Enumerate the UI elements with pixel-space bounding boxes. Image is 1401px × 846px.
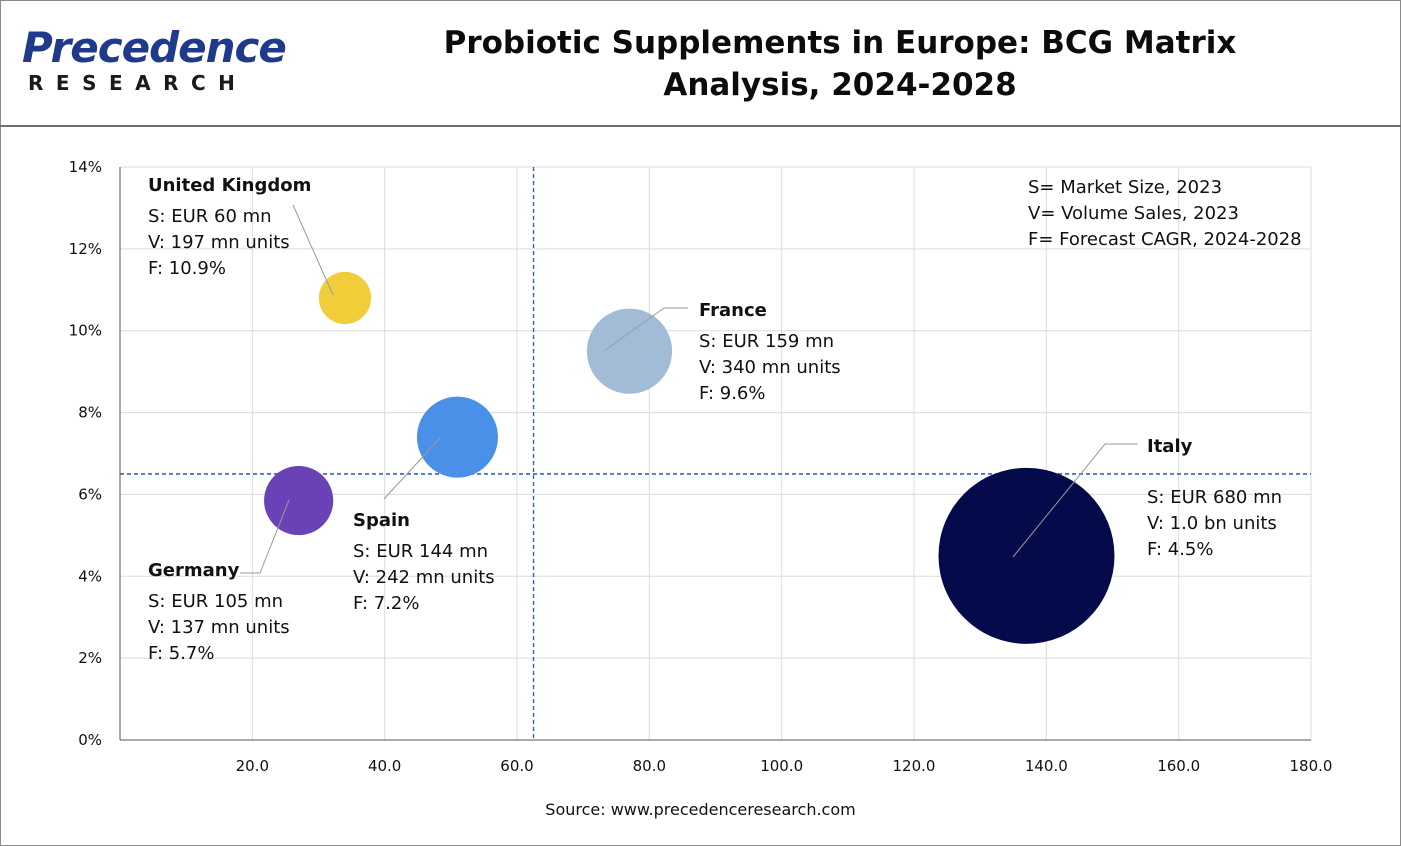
- legend-line: F= Forecast CAGR, 2024-2028: [1028, 229, 1302, 250]
- bubbles: [264, 271, 1115, 644]
- x-tick-label: 80.0: [633, 757, 666, 775]
- brand-name: Precedence: [22, 23, 287, 72]
- label-line-france: S: EUR 159 mn: [699, 331, 834, 352]
- bubble-spain: [416, 396, 498, 478]
- label-name-united-kingdom: United Kingdom: [148, 175, 311, 196]
- label-line-united-kingdom: F: 10.9%: [148, 258, 226, 279]
- chart-title: Probiotic Supplements in Europe: BCG Mat…: [443, 25, 1237, 103]
- x-tick-label: 160.0: [1157, 757, 1200, 775]
- label-line-united-kingdom: V: 197 mn units: [148, 232, 290, 253]
- label-line-france: V: 340 mn units: [699, 357, 841, 378]
- legend-line: V= Volume Sales, 2023: [1028, 203, 1239, 224]
- label-name-spain: Spain: [353, 510, 410, 531]
- leader-lines: [240, 204, 1138, 574]
- header: Precedence RESEARCH Probiotic Supplement…: [0, 0, 1401, 127]
- label-line-italy: S: EUR 680 mn: [1147, 487, 1282, 508]
- grid-lines: [120, 166, 1312, 740]
- label-line-germany: S: EUR 105 mn: [148, 591, 283, 612]
- label-line-spain: F: 7.2%: [353, 593, 419, 614]
- y-tick-label: 4%: [78, 567, 102, 585]
- brand-logo: Precedence RESEARCH: [22, 26, 287, 98]
- label-name-france: France: [699, 300, 767, 321]
- y-tick-label: 0%: [78, 731, 102, 749]
- label-line-france: F: 9.6%: [699, 383, 765, 404]
- x-tick-label: 20.0: [236, 757, 269, 775]
- label-name-italy: Italy: [1147, 436, 1193, 457]
- leader-france: [603, 307, 688, 352]
- label-line-spain: V: 242 mn units: [353, 567, 495, 588]
- bubble-united-kingdom: [318, 271, 372, 325]
- label-line-italy: F: 4.5%: [1147, 539, 1213, 560]
- x-tick-label: 60.0: [500, 757, 533, 775]
- legend-line: S= Market Size, 2023: [1028, 177, 1222, 198]
- x-tick-label: 40.0: [368, 757, 401, 775]
- bubble-labels: United Kingdom S: EUR 60 mn V: 197 mn unit…: [148, 175, 1282, 664]
- bubble-italy: [938, 467, 1115, 644]
- label-line-italy: V: 1.0 bn units: [1147, 513, 1277, 534]
- x-tick-label: 120.0: [893, 757, 936, 775]
- x-tick-label: 100.0: [760, 757, 803, 775]
- label-line-germany: F: 5.7%: [148, 643, 214, 664]
- legend: S= Market Size, 2023 V= Volume Sales, 202…: [1028, 177, 1302, 250]
- leader-germany: [240, 499, 290, 574]
- bubble-germany: [264, 465, 334, 536]
- x-tick-label: 140.0: [1025, 757, 1068, 775]
- label-line-spain: S: EUR 144 mn: [353, 541, 488, 562]
- quadrant-dividers: [120, 167, 1311, 740]
- x-tick-label: 180.0: [1290, 757, 1333, 775]
- y-tick-label: 10%: [69, 322, 102, 340]
- y-tick-label: 2%: [78, 649, 102, 667]
- leader-italy: [1012, 443, 1138, 558]
- leader-spain: [383, 436, 442, 500]
- y-tick-label: 8%: [78, 404, 102, 422]
- source-note: Source: www.precedenceresearch.com: [545, 800, 856, 819]
- label-name-germany: Germany: [148, 560, 240, 581]
- bubble-france: [586, 308, 673, 394]
- axes: 0% 2% 4% 6% 8% 10% 12% 14% 20.0 40.0 60.0 80.0 100.0…: [69, 158, 1333, 775]
- y-tick-label: 14%: [69, 158, 102, 176]
- leader-united-kingdom: [292, 204, 334, 296]
- y-tick-label: 12%: [69, 240, 102, 258]
- label-line-germany: V: 137 mn units: [148, 617, 290, 638]
- label-line-united-kingdom: S: EUR 60 mn: [148, 206, 272, 227]
- y-tick-label: 6%: [78, 485, 102, 503]
- brand-sub: RESEARCH: [28, 71, 248, 95]
- bubble-chart: 0% 2% 4% 6% 8% 10% 12% 14% 20.0 40.0 60.0 80.0 100.0…: [69, 158, 1333, 775]
